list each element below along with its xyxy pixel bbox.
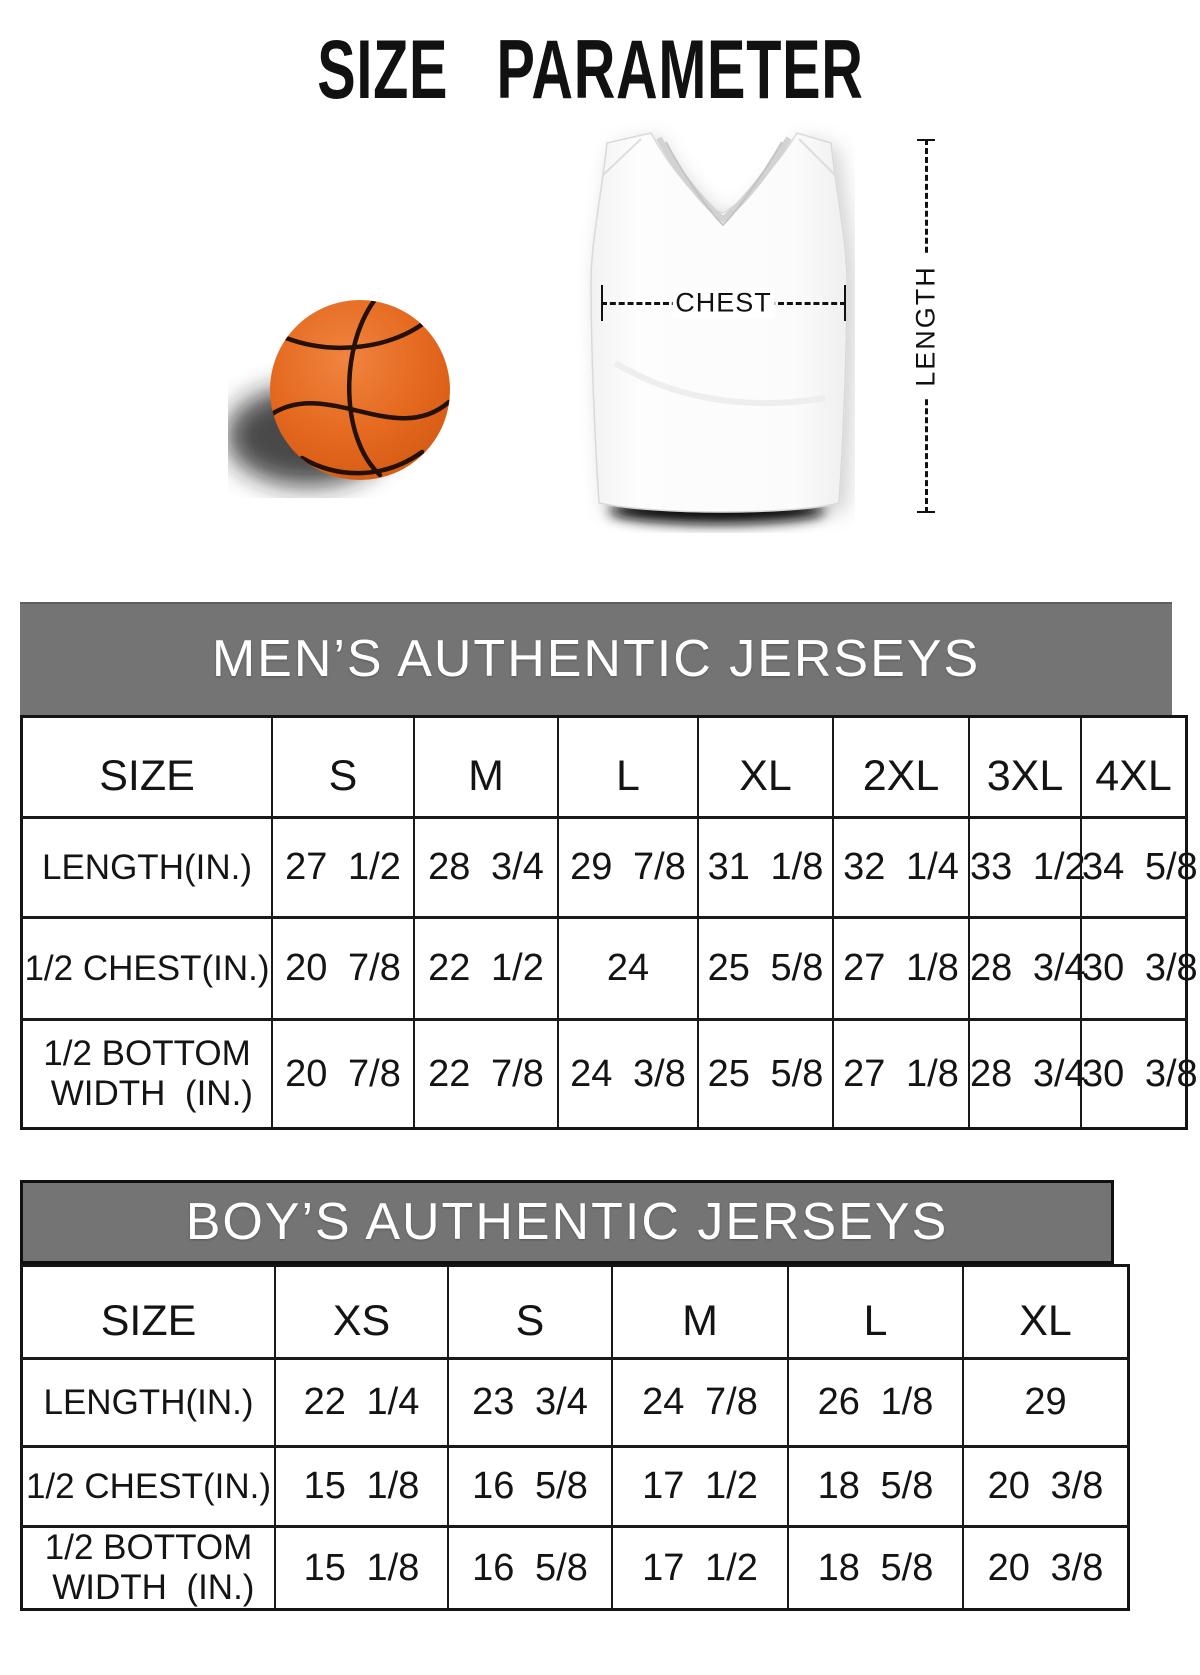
table-row: 1/2 BOTTOM WIDTH (IN.) 15 1/8 16 5/8 17 1/2… [20, 1525, 1130, 1611]
size-value-cell: 22 1/2 [413, 916, 559, 1021]
length-tick-bottom [917, 511, 935, 513]
chest-label: CHEST [672, 287, 775, 319]
row-label: 1/2 CHEST(IN.) [20, 1445, 276, 1528]
size-value-cell: 27 1/2 [271, 816, 415, 919]
size-value-cell: 32 1/4 [832, 816, 970, 919]
table-row: 1/2 CHEST(IN.) 20 7/8 22 1/2 24 25 5/8 27 1/8… [20, 916, 1198, 1021]
column-header: 2XL [832, 715, 970, 819]
size-value-cell: 29 7/8 [557, 816, 699, 919]
column-header: S [271, 715, 415, 819]
row-label: LENGTH(IN.) [20, 1357, 276, 1448]
size-value-cell: 24 7/8 [611, 1357, 789, 1448]
jersey-body [590, 132, 848, 513]
length-measure-line: LENGTH [908, 139, 944, 513]
mens-table-title-band: MEN’S AUTHENTIC JERSEYS [20, 602, 1172, 715]
header-row: SIZE S M L XL 2XL 3XL 4XL [20, 715, 1188, 819]
column-header: L [787, 1264, 964, 1360]
column-header: SIZE [20, 715, 273, 819]
size-value-cell: 27 1/8 [832, 1018, 970, 1130]
size-value-cell: 17 1/2 [611, 1525, 789, 1611]
size-value-cell: 30 3/8 [1080, 916, 1198, 1021]
size-value-cell: 28 3/4 [968, 916, 1086, 1021]
size-value-cell: 24 3/8 [557, 1018, 699, 1130]
table-row: 1/2 CHEST(IN.) 15 1/8 16 5/8 17 1/2 18 5/8 20… [20, 1445, 1130, 1528]
size-value-cell: 15 1/8 [274, 1525, 449, 1611]
size-value-cell: 22 7/8 [413, 1018, 559, 1130]
size-value-cell: 29 [962, 1357, 1130, 1448]
size-value-cell: 20 3/8 [962, 1445, 1130, 1528]
page-title: SIZE PARAMETER [0, 22, 1180, 116]
ball-seams [270, 300, 450, 478]
jersey-collar-trim [656, 136, 792, 223]
size-value-cell: 24 [557, 916, 699, 1021]
size-value-cell: 18 5/8 [787, 1445, 964, 1528]
column-header: XL [697, 715, 834, 819]
size-value-cell: 16 5/8 [447, 1445, 613, 1528]
size-value-cell: 31 1/8 [697, 816, 834, 919]
size-value-cell: 33 1/2 [968, 816, 1086, 919]
column-header: S [447, 1264, 613, 1360]
size-value-cell: 34 5/8 [1080, 816, 1198, 919]
column-header: SIZE [20, 1264, 276, 1360]
size-value-cell: 25 5/8 [697, 916, 834, 1021]
mens-size-table: SIZE S M L XL 2XL 3XL 4XL LENGTH(IN.) 27 1/2 28 3/… [20, 715, 1198, 1130]
size-value-cell: 20 7/8 [271, 1018, 415, 1130]
size-value-cell: 20 7/8 [271, 916, 415, 1021]
size-value-cell: 27 1/8 [832, 916, 970, 1021]
column-header: XL [962, 1264, 1130, 1360]
header-row: SIZE XS S M L XL [20, 1264, 1130, 1360]
row-label: 1/2 BOTTOM WIDTH (IN.) [20, 1525, 276, 1611]
jersey-collar-line [665, 141, 783, 227]
size-value-cell: 15 1/8 [274, 1445, 449, 1528]
boys-table-title: BOY’S AUTHENTIC JERSEYS [185, 1193, 949, 1251]
table-row: LENGTH(IN.) 22 1/4 23 3/4 24 7/8 26 1/8 29 [20, 1357, 1130, 1448]
size-value-cell: 25 5/8 [697, 1018, 834, 1130]
column-header: L [557, 715, 699, 819]
column-header: M [611, 1264, 789, 1360]
row-label: LENGTH(IN.) [20, 816, 273, 919]
jersey-seams [602, 138, 836, 176]
row-label: 1/2 BOTTOM WIDTH (IN.) [20, 1018, 273, 1130]
size-value-cell: 30 3/8 [1080, 1018, 1198, 1130]
jersey-fold [613, 360, 826, 407]
jersey-image [590, 132, 848, 524]
basketball-image [228, 300, 450, 486]
boys-table-title-band: BOY’S AUTHENTIC JERSEYS [20, 1180, 1114, 1264]
table-row: 1/2 BOTTOM WIDTH (IN.) 20 7/8 22 7/8 24 3/8… [20, 1018, 1198, 1130]
column-header: 3XL [968, 715, 1082, 819]
size-value-cell: 28 3/4 [968, 1018, 1086, 1130]
table-row: LENGTH(IN.) 27 1/2 28 3/4 29 7/8 31 1/8 32 1/… [20, 816, 1198, 919]
chest-tick-right [844, 285, 846, 321]
size-value-cell: 18 5/8 [787, 1525, 964, 1611]
column-header: XS [274, 1264, 449, 1360]
row-label: 1/2 CHEST(IN.) [20, 916, 273, 1021]
chest-measure-line: CHEST [601, 285, 846, 321]
size-value-cell: 28 3/4 [413, 816, 559, 919]
mens-table-title: MEN’S AUTHENTIC JERSEYS [211, 629, 981, 688]
column-header: M [413, 715, 559, 819]
size-value-cell: 26 1/8 [787, 1357, 964, 1448]
page-title-text: SIZE PARAMETER [316, 23, 864, 116]
size-value-cell: 22 1/4 [274, 1357, 449, 1448]
size-value-cell: 23 3/4 [447, 1357, 613, 1448]
size-value-cell: 17 1/2 [611, 1445, 789, 1528]
size-value-cell: 20 3/8 [962, 1525, 1130, 1611]
length-label: LENGTH [908, 255, 944, 397]
size-value-cell: 16 5/8 [447, 1525, 613, 1611]
column-header: 4XL [1080, 715, 1188, 819]
boys-size-table: SIZE XS S M L XL LENGTH(IN.) 22 1/4 23 3/4 24 7/8… [20, 1264, 1130, 1611]
